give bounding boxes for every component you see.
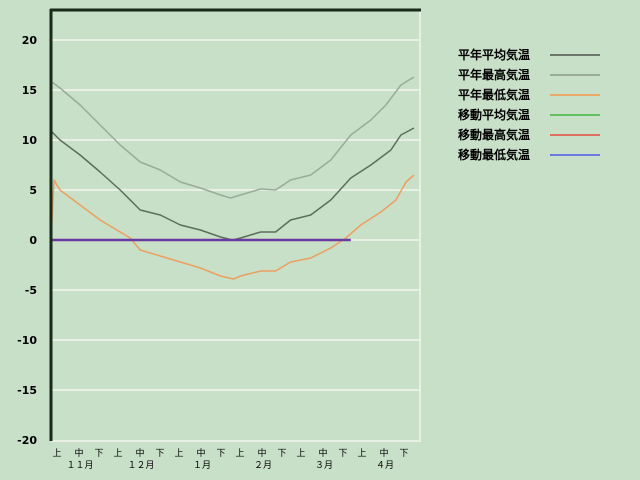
x-month-label: ３月 (315, 460, 333, 471)
y-tick-label: 5 (29, 184, 37, 197)
y-axis-ticks: 20 15 10 5 0 -5 -10 -15 -20 (17, 34, 37, 447)
y-tick-label: -20 (17, 434, 37, 447)
x-tick-label: 下 (338, 449, 347, 459)
x-tick-label: 中 (196, 447, 205, 459)
x-month-label: ２月 (254, 460, 272, 471)
series-lines (50, 76, 415, 280)
x-tick-label: 上 (52, 448, 61, 459)
x-tick-label: 下 (94, 449, 103, 459)
gridlines (51, 39, 420, 391)
x-axis-ticks: 上中下上中下上中下上中下上中下上中下１１月 １２月 １月 ２月 ３月 ４月 (52, 447, 408, 471)
x-month-label: １月 (193, 460, 211, 471)
y-tick-label: 20 (22, 34, 38, 47)
x-month-label: ４月 (376, 460, 394, 471)
x-tick-label: 下 (277, 449, 286, 459)
x-tick-label: 下 (216, 449, 225, 459)
x-tick-label: 上 (235, 448, 244, 459)
x-month-label: １１月 (66, 460, 93, 471)
x-tick-label: 上 (357, 448, 366, 459)
series-line-2 (50, 174, 415, 280)
y-tick-label: -15 (17, 384, 37, 397)
x-tick-label: 下 (155, 449, 164, 459)
x-tick-label: 上 (113, 448, 122, 459)
x-tick-label: 中 (257, 447, 266, 459)
x-tick-label: 中 (74, 447, 83, 459)
legend-label: 移動最低気温 (458, 147, 530, 162)
x-tick-label: 中 (379, 447, 388, 459)
y-tick-label: -10 (17, 334, 37, 347)
legend-label: 平年最高気温 (458, 67, 530, 82)
y-tick-label: 15 (22, 84, 37, 97)
y-tick-label: 0 (29, 234, 37, 247)
x-tick-label: 中 (318, 447, 327, 459)
x-tick-label: 中 (135, 447, 144, 459)
legend-label: 移動平均気温 (458, 107, 530, 122)
legend-label: 移動最高気温 (458, 127, 530, 142)
y-tick-label: 10 (22, 134, 38, 147)
x-month-label: １２月 (127, 460, 154, 471)
x-tick-label: 上 (296, 448, 305, 459)
x-tick-label: 上 (174, 448, 183, 459)
legend-label: 平年最低気温 (458, 87, 530, 102)
series-line-1 (51, 76, 415, 199)
y-tick-label: -5 (25, 284, 37, 297)
x-tick-label: 下 (399, 449, 408, 459)
legend-label: 平年平均気温 (458, 47, 530, 62)
